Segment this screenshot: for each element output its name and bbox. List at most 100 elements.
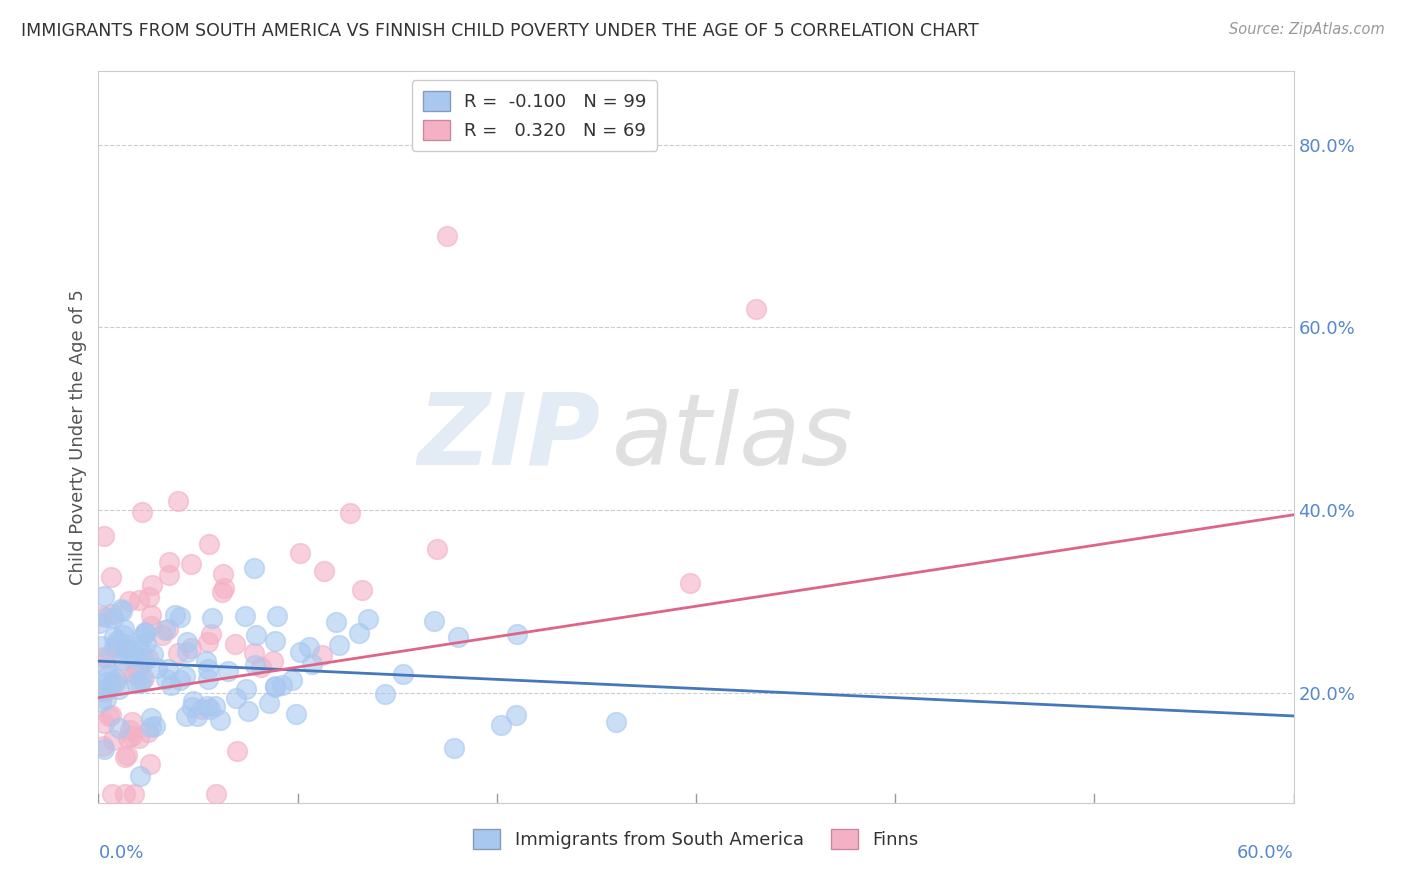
Point (250, 660, 273, 674)
Point (100, 570, 122, 584)
Point (198, 537, 221, 551)
Point (491, 718, 513, 732)
Point (90, 609, 112, 624)
Point (352, 582, 374, 597)
Point (262, 654, 284, 668)
Point (242, 647, 264, 661)
Point (115, 748, 138, 763)
Point (153, 623, 176, 637)
Point (91, 682, 114, 697)
Point (97, 675, 120, 690)
Point (115, 647, 138, 661)
Point (143, 719, 166, 733)
Point (93, 529, 115, 543)
Point (127, 639, 149, 653)
Point (121, 729, 143, 743)
Point (263, 679, 285, 693)
Point (101, 611, 124, 625)
Point (134, 671, 156, 685)
Point (131, 673, 153, 688)
Point (146, 661, 169, 675)
Point (197, 662, 219, 676)
Point (311, 648, 333, 662)
Point (114, 622, 136, 636)
Point (91, 650, 114, 665)
Point (160, 678, 183, 692)
Point (176, 635, 198, 649)
Point (212, 582, 235, 596)
Point (197, 635, 219, 649)
Y-axis label: Child Poverty Under the Age of 5: Child Poverty Under the Age of 5 (69, 289, 87, 585)
Point (135, 635, 157, 649)
Point (169, 673, 191, 687)
Point (107, 681, 129, 696)
Point (90, 639, 112, 653)
Point (236, 704, 259, 718)
Point (301, 657, 323, 671)
Point (100, 677, 122, 691)
Point (212, 566, 235, 581)
Point (211, 584, 233, 599)
Point (150, 628, 173, 642)
Point (141, 578, 163, 592)
Point (605, 714, 627, 729)
Text: atlas: atlas (613, 389, 853, 485)
Point (136, 650, 159, 665)
Point (94, 691, 117, 706)
Point (132, 651, 155, 665)
Point (374, 687, 396, 701)
Point (263, 634, 285, 648)
Point (169, 610, 191, 624)
Text: Source: ZipAtlas.com: Source: ZipAtlas.com (1229, 22, 1385, 37)
Point (107, 721, 129, 735)
Point (114, 641, 136, 656)
Point (103, 733, 125, 747)
Point (105, 672, 128, 686)
Point (678, 576, 700, 591)
Point (87, 616, 110, 631)
Point (264, 681, 287, 695)
Point (100, 708, 122, 723)
Point (200, 702, 222, 716)
Point (195, 699, 218, 714)
Point (245, 628, 267, 642)
Point (194, 654, 217, 668)
Point (93, 742, 115, 756)
Point (118, 723, 141, 738)
Point (233, 608, 256, 623)
Point (139, 619, 162, 633)
Point (339, 506, 361, 520)
Point (111, 604, 134, 618)
Point (243, 561, 266, 575)
Point (93, 685, 115, 699)
Point (114, 787, 136, 801)
Point (122, 666, 145, 681)
Point (186, 709, 208, 723)
Point (141, 607, 163, 622)
Point (271, 678, 294, 692)
Point (155, 672, 177, 686)
Point (131, 657, 153, 671)
Text: 60.0%: 60.0% (1237, 844, 1294, 862)
Point (180, 557, 202, 571)
Point (290, 645, 312, 659)
Point (745, 302, 768, 317)
Point (134, 625, 156, 640)
Point (181, 700, 204, 714)
Point (114, 749, 136, 764)
Point (128, 675, 150, 690)
Point (122, 787, 145, 801)
Point (127, 662, 149, 676)
Point (112, 666, 135, 681)
Text: IMMIGRANTS FROM SOUTH AMERICA VS FINNISH CHILD POVERTY UNDER THE AGE OF 5 CORREL: IMMIGRANTS FROM SOUTH AMERICA VS FINNISH… (21, 22, 979, 40)
Point (111, 628, 134, 642)
Point (157, 555, 180, 569)
Point (281, 673, 304, 687)
Point (290, 546, 312, 560)
Point (98, 680, 121, 694)
Point (200, 627, 222, 641)
Point (103, 640, 125, 654)
Text: 0.0%: 0.0% (98, 844, 143, 862)
Point (235, 682, 257, 697)
Point (505, 707, 527, 722)
